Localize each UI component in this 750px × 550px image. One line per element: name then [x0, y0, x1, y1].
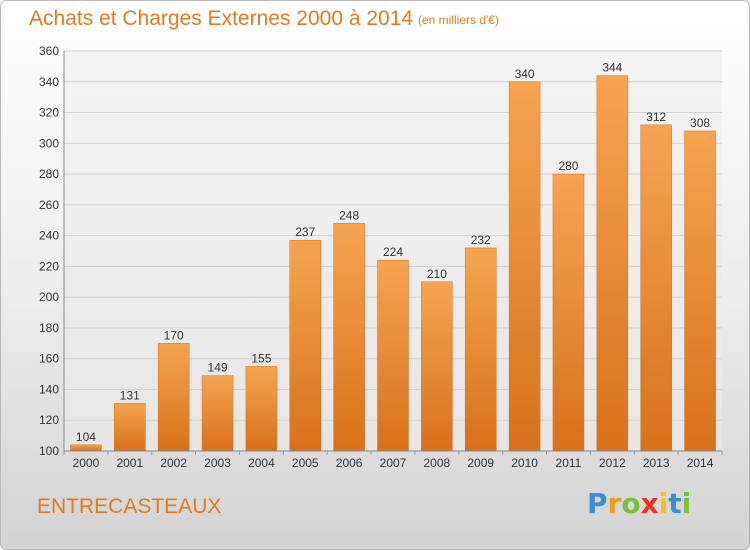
y-tick-label: 340: [39, 75, 59, 89]
x-tick-label: 2001: [116, 456, 143, 470]
bar-2001: [114, 403, 146, 452]
bar-2013: [640, 124, 672, 452]
bar-2009: [464, 247, 497, 452]
y-tick-label: 160: [39, 352, 59, 366]
x-tick-label: 2002: [160, 456, 187, 470]
axes: 100 120 140 160 180 200 220 240 260 280 300 320 340 3…: [39, 44, 723, 470]
x-tick-label: 2004: [248, 456, 275, 470]
bar-2010: [508, 81, 541, 452]
town-name: ENTRECASTEAUX: [37, 495, 222, 518]
logo-letter: r: [607, 487, 622, 520]
logo-letter: t: [668, 487, 682, 520]
value-label: 308: [690, 116, 710, 130]
x-tick-label: 2005: [292, 456, 319, 470]
bar-2007: [377, 259, 409, 452]
y-tick-label: 240: [39, 229, 59, 243]
bar-2005: [289, 239, 322, 452]
chart-title: Achats et Charges Externes 2000 à 2014: [29, 7, 414, 30]
bar-2000: [70, 444, 102, 452]
x-tick-label: 2013: [643, 456, 670, 470]
bar-2006: [333, 223, 365, 452]
bar-2011: [552, 173, 585, 452]
value-label: 155: [251, 351, 271, 365]
logo-letter: o: [621, 487, 641, 520]
logo-letter: x: [640, 487, 659, 520]
data-labels: 104 131 170 149 155 237 248 224 210 232 340 280 344 3…: [76, 61, 710, 444]
x-tick-label: 2007: [380, 456, 407, 470]
y-tick-label: 280: [39, 167, 59, 181]
value-label: 104: [76, 430, 96, 444]
bars: [70, 75, 716, 452]
value-label: 131: [120, 388, 140, 402]
y-tick-label: 360: [39, 44, 59, 58]
bar-2002: [157, 343, 190, 452]
value-label: 312: [646, 110, 666, 124]
x-tick-label: 2009: [467, 456, 494, 470]
x-tick-label: 2008: [424, 456, 451, 470]
bar-2014: [684, 130, 716, 452]
x-tick-label: 2006: [336, 456, 363, 470]
y-tick-label: 120: [39, 413, 59, 427]
chart-subtitle: (en milliers d'€): [418, 13, 499, 27]
proxiti-logo: Proxiti: [587, 487, 691, 520]
bar-2012: [596, 75, 629, 452]
y-tick-label: 300: [39, 136, 59, 150]
value-label: 248: [339, 208, 359, 222]
x-tick-label: 2012: [599, 456, 626, 470]
y-tick-label: 220: [39, 259, 59, 273]
bar-2008: [421, 281, 453, 452]
y-tick-label: 200: [39, 290, 59, 304]
value-label: 224: [383, 245, 403, 259]
x-tick-label: 2000: [73, 456, 100, 470]
x-tick-label: 2010: [511, 456, 538, 470]
value-label: 280: [558, 159, 578, 173]
y-tick-label: 140: [39, 382, 59, 396]
value-label: 340: [515, 67, 535, 81]
value-label: 344: [602, 61, 622, 75]
bar-2003: [201, 375, 234, 452]
logo-letter: i: [681, 487, 692, 520]
y-tick-label: 320: [39, 106, 59, 120]
value-label: 232: [471, 233, 491, 247]
bar-2004: [245, 366, 278, 452]
value-label: 237: [295, 225, 315, 239]
x-tick-label: 2003: [204, 456, 231, 470]
logo-letter: i: [658, 487, 669, 520]
y-tick-label: 100: [39, 444, 59, 458]
value-label: 210: [427, 267, 447, 281]
value-label: 170: [164, 328, 184, 342]
value-label: 149: [208, 361, 228, 375]
y-tick-label: 180: [39, 321, 59, 335]
x-tick-label: 2011: [556, 456, 582, 470]
x-tick-label: 2014: [687, 456, 714, 470]
y-tick-label: 260: [39, 198, 59, 212]
logo-letter: P: [587, 487, 608, 520]
